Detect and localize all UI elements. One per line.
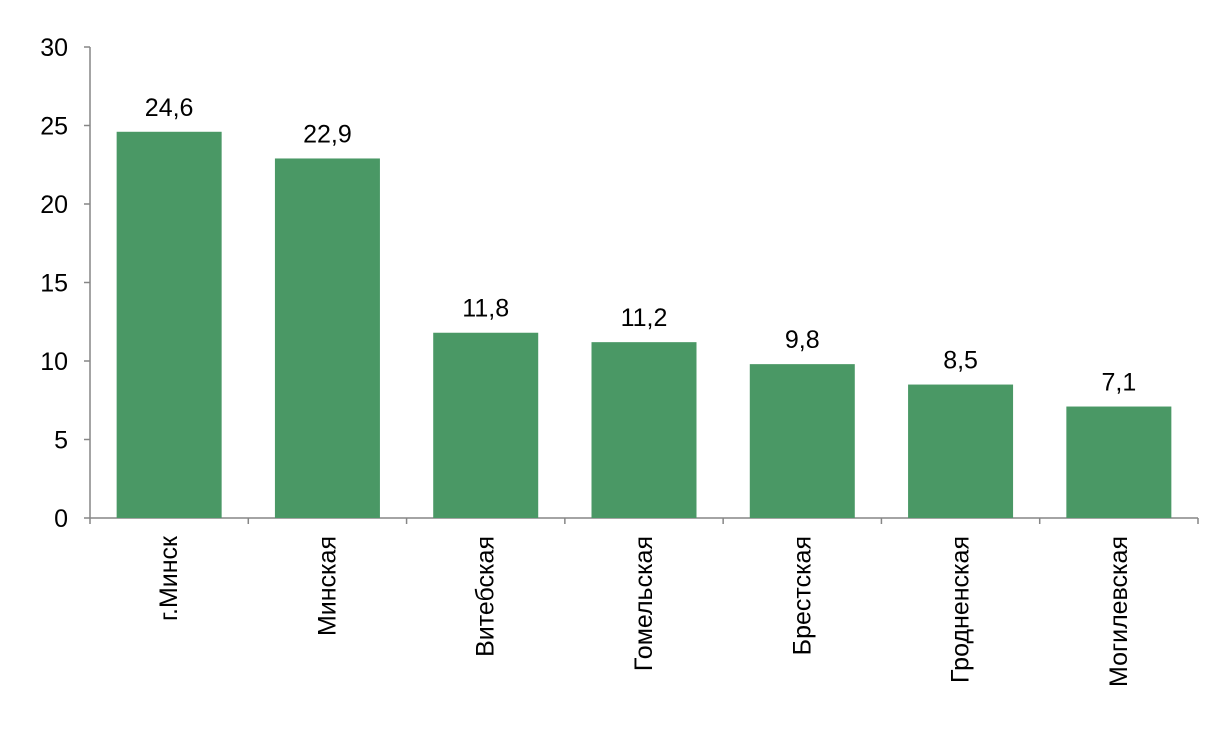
data-label: 22,9 bbox=[303, 120, 352, 148]
data-label: 9,8 bbox=[785, 326, 820, 354]
bar bbox=[591, 342, 697, 518]
data-label: 11,2 bbox=[621, 304, 668, 332]
y-tick-label: 20 bbox=[40, 191, 68, 219]
x-tick-label: г.Минск bbox=[155, 535, 183, 621]
y-tick-label: 15 bbox=[40, 270, 68, 298]
y-tick-label: 25 bbox=[40, 113, 68, 141]
bar bbox=[1066, 406, 1172, 518]
x-tick-label: Витебская bbox=[472, 536, 500, 657]
bar bbox=[908, 384, 1014, 518]
data-labels: 24,6 22,9 11,8 11,2 9,8 8,5 7,1 bbox=[145, 94, 1136, 397]
category-labels: г.Минск Минская Витебская Гомельская Брестск… bbox=[155, 535, 1133, 687]
y-tick-label: 30 bbox=[40, 34, 68, 62]
y-tick-label: 10 bbox=[40, 348, 68, 376]
x-tick-label: Гродненская bbox=[947, 536, 975, 683]
data-label: 7,1 bbox=[1101, 369, 1136, 397]
data-label: 11,8 bbox=[462, 295, 509, 323]
axes: 0 5 10 15 20 25 30 bbox=[40, 34, 1199, 533]
bar bbox=[116, 131, 222, 518]
y-tick-label: 5 bbox=[54, 427, 68, 455]
x-tick-label: Брестская bbox=[788, 536, 816, 655]
bars bbox=[116, 131, 1172, 518]
data-label: 24,6 bbox=[145, 94, 194, 122]
data-label: 8,5 bbox=[943, 347, 978, 375]
y-tick-label: 0 bbox=[54, 505, 68, 533]
x-tick-label: Минская bbox=[313, 536, 341, 636]
bar bbox=[749, 364, 855, 518]
x-tick-label: Гомельская bbox=[630, 536, 658, 671]
bar bbox=[433, 332, 539, 518]
x-tick-label: Могилевская bbox=[1105, 536, 1133, 687]
bar bbox=[274, 158, 380, 518]
